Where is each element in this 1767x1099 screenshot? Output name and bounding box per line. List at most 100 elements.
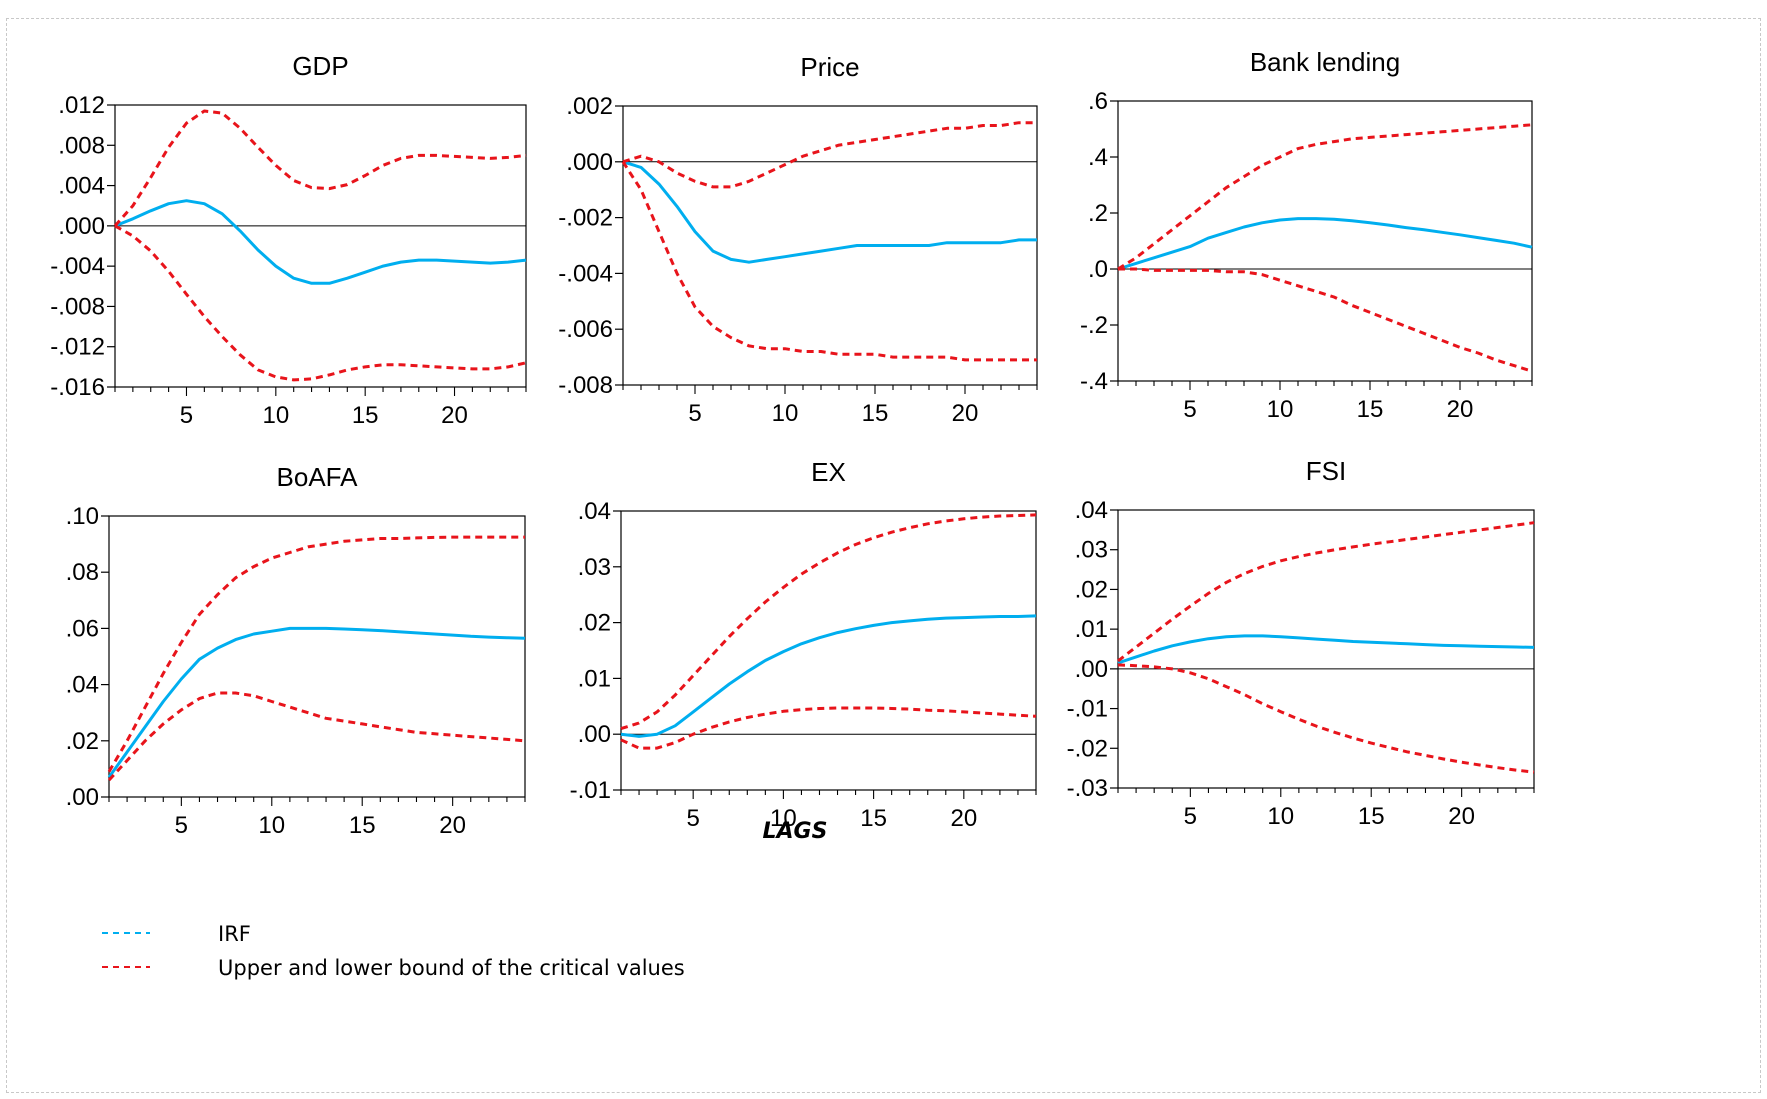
x-tick-label: 15 xyxy=(1357,396,1384,423)
series-upper-line xyxy=(107,535,525,773)
y-tick-label: .06 xyxy=(66,615,99,642)
y-tick-label: .000 xyxy=(58,213,105,240)
x-tick-label: 10 xyxy=(770,805,797,832)
x-tick-label: 10 xyxy=(1267,803,1294,830)
series-lower-line xyxy=(1117,663,1535,774)
x-tick-label: 5 xyxy=(1183,396,1196,423)
series-irf-line xyxy=(107,626,526,779)
x-tick-label: 15 xyxy=(862,400,889,427)
x-tick-label: 20 xyxy=(1447,396,1474,423)
panel-4: EX -.01 .00 .01 .02 .03 .04 5 10 15 20 xyxy=(570,457,1037,832)
x-tick-label: 20 xyxy=(441,402,468,429)
series-irf-line xyxy=(620,614,1037,738)
x-tick-label: 5 xyxy=(175,812,188,839)
y-tick-label: -.006 xyxy=(558,316,613,343)
y-tick-label: .08 xyxy=(66,559,99,586)
y-tick-label: -.2 xyxy=(1080,312,1108,339)
x-tick-label: 15 xyxy=(349,812,376,839)
y-tick-label: .04 xyxy=(578,498,611,525)
series-irf-line xyxy=(622,160,1037,264)
y-tick-label: .4 xyxy=(1088,144,1108,171)
y-tick-label: -.01 xyxy=(570,777,611,804)
series-upper-line xyxy=(622,121,1037,189)
series-irf-line xyxy=(1117,634,1535,665)
plot-frame xyxy=(1117,509,1535,789)
panel-5: FSI -.03 -.02 -.01 .00 .01 .02 .03 .04 5 10 15 20 xyxy=(1067,456,1535,830)
y-tick-label: .008 xyxy=(58,132,105,159)
x-tick-label: 15 xyxy=(1358,803,1385,830)
x-tick-label: 5 xyxy=(688,400,701,427)
panel-0: GDP -.016 -.012 -.008 -.004 .000 .004 .008 .012 5… xyxy=(50,51,527,429)
y-tick-label: .004 xyxy=(58,173,105,200)
x-tick-label: 10 xyxy=(258,812,285,839)
y-tick-label: .0 xyxy=(1088,256,1108,283)
y-tick-label: .01 xyxy=(578,665,611,692)
series-lower-line xyxy=(107,691,526,782)
plot-frame xyxy=(1117,100,1533,382)
y-tick-label: .00 xyxy=(66,784,99,811)
y-tick-label: .03 xyxy=(578,554,611,581)
x-tick-label: 15 xyxy=(860,805,887,832)
x-tick-label: 20 xyxy=(439,812,466,839)
panel-3: BoAFA .00 .02 .04 .06 .08 .10 5 10 15 20 xyxy=(66,462,526,839)
panel-title: BoAFA xyxy=(277,462,359,492)
series-upper-line xyxy=(113,109,527,227)
y-tick-label: -.4 xyxy=(1080,368,1108,395)
y-tick-label: .02 xyxy=(66,728,99,755)
y-tick-label: -.004 xyxy=(50,253,105,280)
plot-frame xyxy=(622,105,1038,386)
panel-1: Price -.008 -.006 -.004 -.002 .000 .002 5 10 15 20 xyxy=(558,52,1038,427)
series-irf-line xyxy=(1117,217,1533,271)
y-tick-label: .2 xyxy=(1088,200,1108,227)
y-tick-label: .04 xyxy=(66,672,99,699)
x-tick-label: 5 xyxy=(180,402,193,429)
y-tick-label: -.002 xyxy=(558,205,613,232)
y-tick-label: .6 xyxy=(1088,88,1108,115)
y-tick-label: -.03 xyxy=(1067,775,1108,802)
y-tick-label: -.02 xyxy=(1067,735,1108,762)
panel-2: Bank lending -.4 -.2 .0 .2 .4 .6 5 10 15 20 xyxy=(1080,47,1533,423)
y-tick-label: .01 xyxy=(1075,616,1108,643)
series-upper-line xyxy=(1117,123,1533,271)
x-tick-label: 10 xyxy=(772,400,799,427)
plot-frame xyxy=(114,104,527,388)
legend: IRF Upper and lower bound of the critical… xyxy=(102,922,685,980)
y-tick-label: -.004 xyxy=(558,260,613,287)
x-tick-label: 20 xyxy=(950,805,977,832)
legend-label: IRF xyxy=(218,922,251,946)
y-tick-label: .10 xyxy=(66,503,99,530)
panel-title: Bank lending xyxy=(1250,47,1400,77)
y-tick-label: -.016 xyxy=(50,374,105,401)
series-lower-line xyxy=(620,706,1037,750)
series-lower-line xyxy=(621,160,1037,362)
y-tick-label: .02 xyxy=(1075,576,1108,603)
x-tick-label: 10 xyxy=(262,402,289,429)
plot-frame xyxy=(620,510,1037,791)
y-tick-label: -.012 xyxy=(50,334,105,361)
y-tick-label: -.008 xyxy=(558,372,613,399)
y-tick-label: .02 xyxy=(578,610,611,637)
x-tick-label: 10 xyxy=(1267,396,1294,423)
x-axis-label: LAGS xyxy=(763,819,828,844)
panel-title: GDP xyxy=(292,51,348,81)
y-tick-label: .002 xyxy=(566,93,613,120)
x-tick-label: 5 xyxy=(1184,803,1197,830)
x-tick-label: 20 xyxy=(952,400,979,427)
panel-title: Price xyxy=(800,52,859,82)
y-tick-label: -.008 xyxy=(50,293,105,320)
series-lower-line xyxy=(114,224,527,382)
plot-frame xyxy=(108,515,526,798)
panel-title: EX xyxy=(811,457,846,487)
y-tick-label: .012 xyxy=(58,92,105,119)
y-tick-label: .00 xyxy=(578,721,611,748)
figure-frame xyxy=(6,18,1761,1093)
x-tick-label: 5 xyxy=(686,805,699,832)
x-tick-label: 20 xyxy=(1448,803,1475,830)
series-irf-line xyxy=(114,199,527,285)
series-lower-line xyxy=(1118,267,1533,373)
y-tick-label: .03 xyxy=(1075,537,1108,564)
series-upper-line xyxy=(620,513,1037,731)
y-tick-label: -.01 xyxy=(1067,696,1108,723)
series-upper-line xyxy=(1117,521,1535,663)
